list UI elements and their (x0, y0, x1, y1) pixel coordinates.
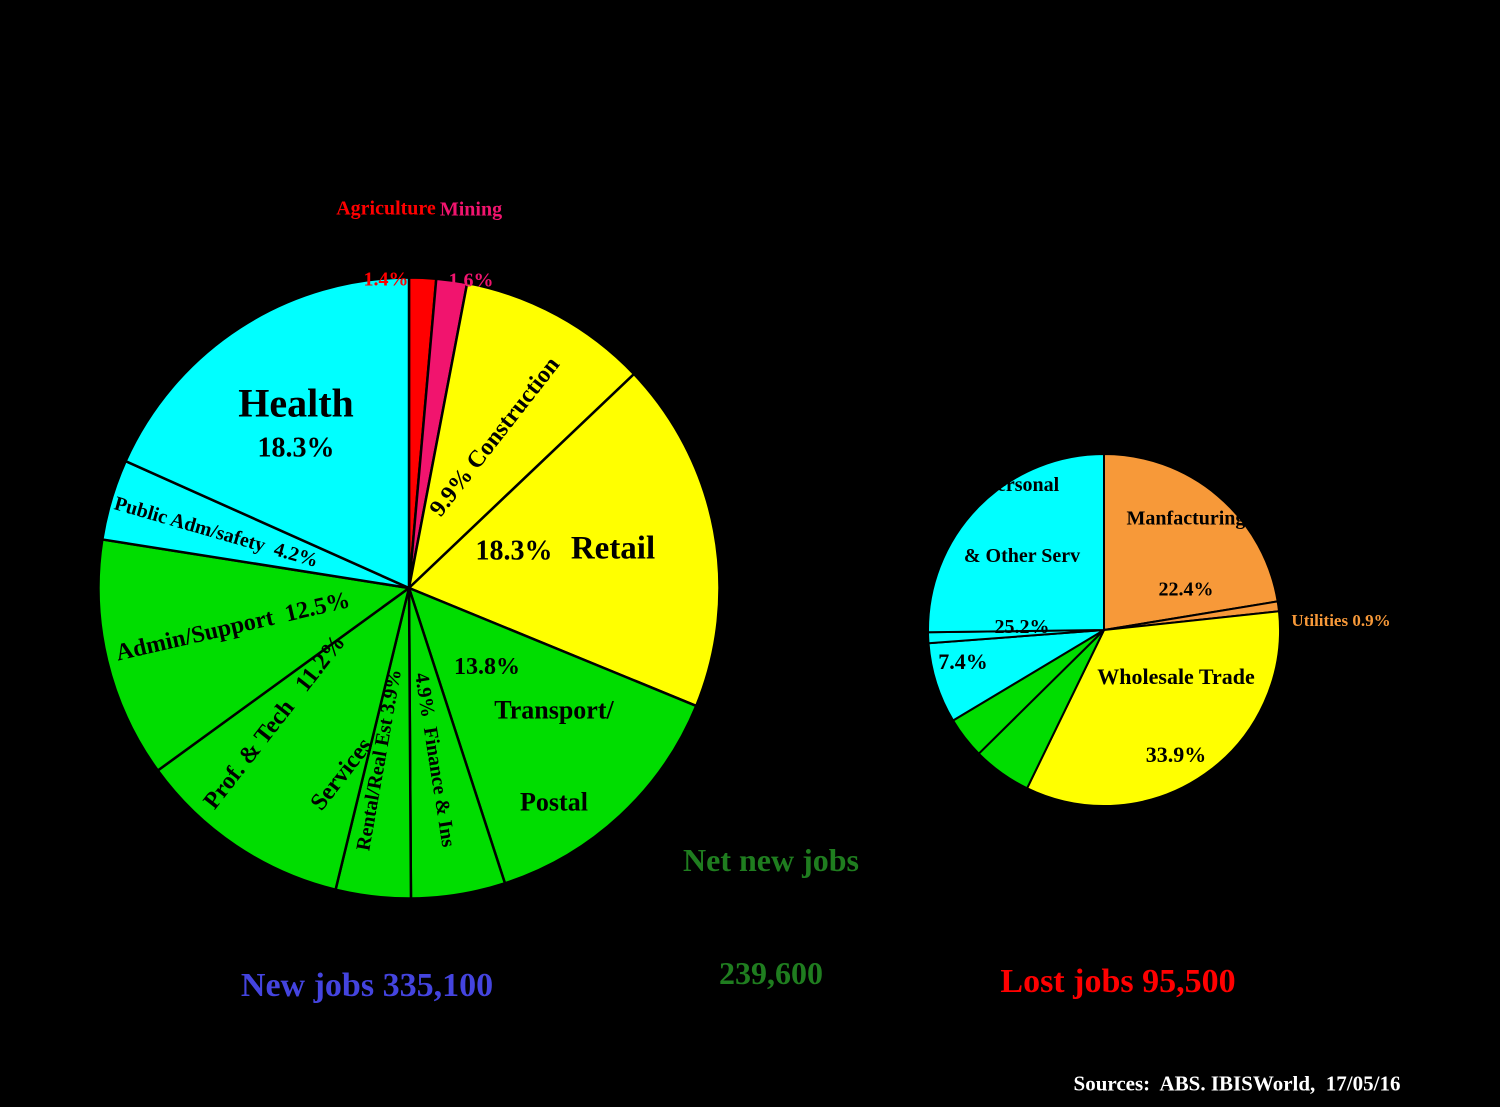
label-transport-pct: 13.8% (454, 653, 520, 680)
label-retail-pct: 18.3% (475, 535, 553, 567)
label-transport-line1: Transport/ (494, 695, 614, 725)
caption-new-jobs: New jobs 335,100 (240, 966, 494, 1004)
label-manfacturing: Manfacturing 22.4% (1127, 461, 1246, 650)
label-transport-line2: Postal (520, 787, 588, 817)
label-utilities: Utilities 0.9% (1291, 610, 1391, 630)
pie-slice-admin-support (97, 538, 411, 772)
label-personal-line1: Personal (984, 474, 1060, 497)
label-health-pct: 18.3% (257, 432, 335, 464)
pie-slice-transport-postal (407, 586, 698, 885)
label-net-line1: Net new jobs (683, 841, 859, 878)
label-manfacturing-pct: 22.4% (1158, 578, 1214, 601)
label-net-line2: 239,600 (718, 954, 823, 991)
caption-lost-jobs: Lost jobs 95,500 (1000, 962, 1236, 1000)
pie-slice-retail (407, 372, 721, 708)
label-wholesale: Wholesale Trade 33.9% (1097, 612, 1254, 820)
label-agriculture-pct: 1.4% (363, 268, 409, 291)
sources-note: Sources: ABS. IBISWorld, 17/05/16 (1073, 1071, 1401, 1096)
label-wholesale-name: Wholesale Trade (1097, 664, 1255, 690)
label-lost-74: 7.4% (938, 649, 988, 675)
label-mining-pct: 1.6% (448, 269, 494, 292)
label-personal: Personal & Other Serv 25.2% (964, 427, 1080, 687)
label-transport: Transport/ Postal (494, 634, 613, 879)
label-personal-line2: & Other Serv (963, 545, 1081, 568)
pie-slice-construction (407, 281, 636, 590)
label-personal-pct: 25.2% (994, 615, 1050, 638)
pie-new-jobs (97, 276, 721, 900)
pie-slice-personal-other-serv (927, 453, 1105, 634)
label-manfacturing-name: Manfacturing (1126, 507, 1246, 530)
label-wholesale-pct: 33.9% (1145, 741, 1207, 767)
label-agriculture: Agriculture 1.4% (336, 151, 436, 340)
label-health-name: Health (238, 380, 354, 426)
label-retail-name: Retail (570, 530, 656, 567)
pie-slice-prof-tech-services (156, 586, 411, 891)
pie-slice-health (124, 276, 411, 590)
label-net-new-jobs: Net new jobs 239,600 (683, 766, 859, 1068)
label-mining: Mining 1.6% (440, 152, 502, 341)
label-agriculture-name: Agriculture (336, 197, 436, 220)
pie-lost-jobs (927, 453, 1281, 807)
pie-slice-manfacturing (1103, 453, 1279, 631)
label-mining-name: Mining (439, 198, 503, 221)
